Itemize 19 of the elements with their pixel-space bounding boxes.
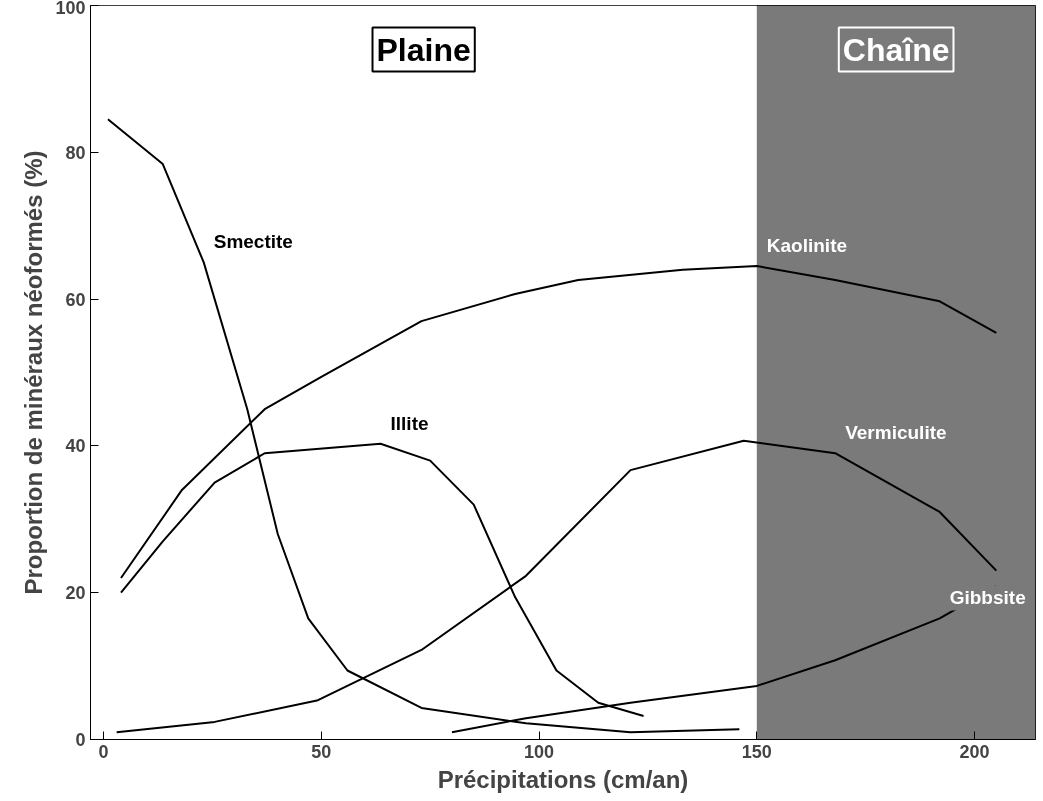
annotation: Vermiculite [845,422,947,444]
x-tick-label: 200 [959,741,990,762]
x-tick-label: 50 [311,741,332,762]
annotation: Illite [390,412,429,434]
annotation: Gibbsite [949,587,1026,609]
annotation: Kaolinite [766,235,848,257]
x-tick-label: 0 [98,741,109,762]
x-axis-title: Précipitations (cm/an) [437,765,689,793]
y-axis-title: Proportion de minéraux néoformés (%) [20,150,48,595]
x-tick-label: 150 [741,741,772,762]
band-label: Plaine [376,31,471,68]
y-tick-label: 80 [65,142,86,163]
annotation: Smectite [213,231,293,253]
y-tick-label: 100 [55,0,86,18]
y-tick-label: 20 [65,583,86,604]
x-tick-label: 100 [524,741,555,762]
band-label: Chaîne [842,31,950,68]
y-tick-label: 40 [65,436,86,457]
y-tick-label: 60 [65,289,86,310]
